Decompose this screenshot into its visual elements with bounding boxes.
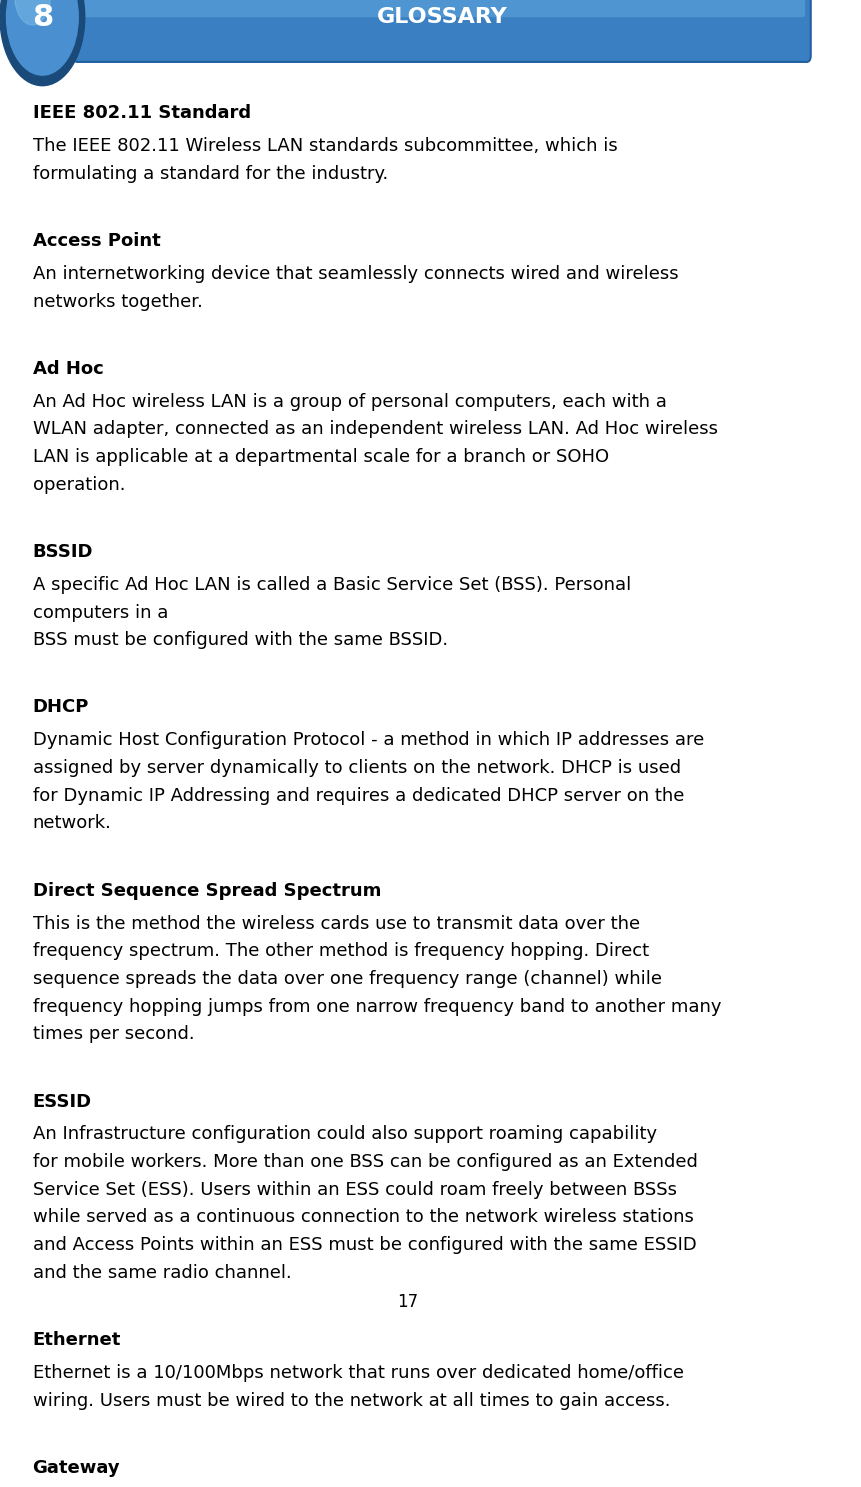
Circle shape: [0, 0, 84, 86]
Circle shape: [7, 0, 78, 76]
Circle shape: [15, 0, 51, 25]
Text: while served as a continuous connection to the network wireless stations: while served as a continuous connection …: [33, 1209, 692, 1227]
Text: GLOSSARY: GLOSSARY: [376, 7, 507, 27]
Text: and the same radio channel.: and the same radio channel.: [33, 1264, 291, 1282]
Text: Ad Hoc: Ad Hoc: [33, 360, 103, 378]
Text: BSSID: BSSID: [33, 543, 93, 561]
Text: 17: 17: [396, 1294, 418, 1312]
Text: An internetworking device that seamlessly connects wired and wireless: An internetworking device that seamlessl…: [33, 265, 678, 283]
Text: Ethernet is a 10/100Mbps network that runs over dedicated home/office: Ethernet is a 10/100Mbps network that ru…: [33, 1364, 683, 1381]
Text: The IEEE 802.11 Wireless LAN standards subcommittee, which is: The IEEE 802.11 Wireless LAN standards s…: [33, 137, 616, 155]
Text: An Infrastructure configuration could also support roaming capability: An Infrastructure configuration could al…: [33, 1126, 656, 1144]
Text: BSS must be configured with the same BSSID.: BSS must be configured with the same BSS…: [33, 632, 447, 650]
Text: for mobile workers. More than one BSS can be configured as an Extended: for mobile workers. More than one BSS ca…: [33, 1152, 697, 1172]
Text: ESSID: ESSID: [33, 1093, 91, 1111]
Text: network.: network.: [33, 815, 111, 833]
Text: 8: 8: [32, 3, 53, 31]
Text: and Access Points within an ESS must be configured with the same ESSID: and Access Points within an ESS must be …: [33, 1236, 696, 1254]
FancyBboxPatch shape: [79, 0, 804, 18]
Text: IEEE 802.11 Standard: IEEE 802.11 Standard: [33, 104, 251, 122]
Text: This is the method the wireless cards use to transmit data over the: This is the method the wireless cards us…: [33, 915, 639, 932]
Text: Ethernet: Ethernet: [33, 1331, 121, 1349]
FancyBboxPatch shape: [73, 0, 810, 62]
Text: assigned by server dynamically to clients on the network. DHCP is used: assigned by server dynamically to client…: [33, 758, 680, 778]
Text: networks together.: networks together.: [33, 293, 202, 311]
Text: Access Point: Access Point: [33, 232, 160, 250]
Text: Dynamic Host Configuration Protocol - a method in which IP addresses are: Dynamic Host Configuration Protocol - a …: [33, 732, 703, 749]
Text: LAN is applicable at a departmental scale for a branch or SOHO: LAN is applicable at a departmental scal…: [33, 448, 608, 465]
Text: Service Set (ESS). Users within an ESS could roam freely between BSSs: Service Set (ESS). Users within an ESS c…: [33, 1181, 676, 1199]
Text: A specific Ad Hoc LAN is called a Basic Service Set (BSS). Personal: A specific Ad Hoc LAN is called a Basic …: [33, 575, 630, 593]
Text: times per second.: times per second.: [33, 1026, 194, 1044]
Text: frequency spectrum. The other method is frequency hopping. Direct: frequency spectrum. The other method is …: [33, 943, 648, 961]
Text: Direct Sequence Spread Spectrum: Direct Sequence Spread Spectrum: [33, 882, 381, 900]
Text: wiring. Users must be wired to the network at all times to gain access.: wiring. Users must be wired to the netwo…: [33, 1392, 669, 1410]
Text: for Dynamic IP Addressing and requires a dedicated DHCP server on the: for Dynamic IP Addressing and requires a…: [33, 787, 683, 804]
Text: computers in a: computers in a: [33, 604, 168, 622]
Text: Gateway: Gateway: [33, 1459, 120, 1477]
Text: formulating a standard for the industry.: formulating a standard for the industry.: [33, 165, 387, 183]
Text: WLAN adapter, connected as an independent wireless LAN. Ad Hoc wireless: WLAN adapter, connected as an independen…: [33, 421, 716, 439]
Text: sequence spreads the data over one frequency range (channel) while: sequence spreads the data over one frequ…: [33, 970, 661, 987]
Text: DHCP: DHCP: [33, 699, 89, 717]
Text: frequency hopping jumps from one narrow frequency band to another many: frequency hopping jumps from one narrow …: [33, 998, 721, 1016]
Text: An Ad Hoc wireless LAN is a group of personal computers, each with a: An Ad Hoc wireless LAN is a group of per…: [33, 393, 666, 410]
Text: operation.: operation.: [33, 476, 125, 494]
